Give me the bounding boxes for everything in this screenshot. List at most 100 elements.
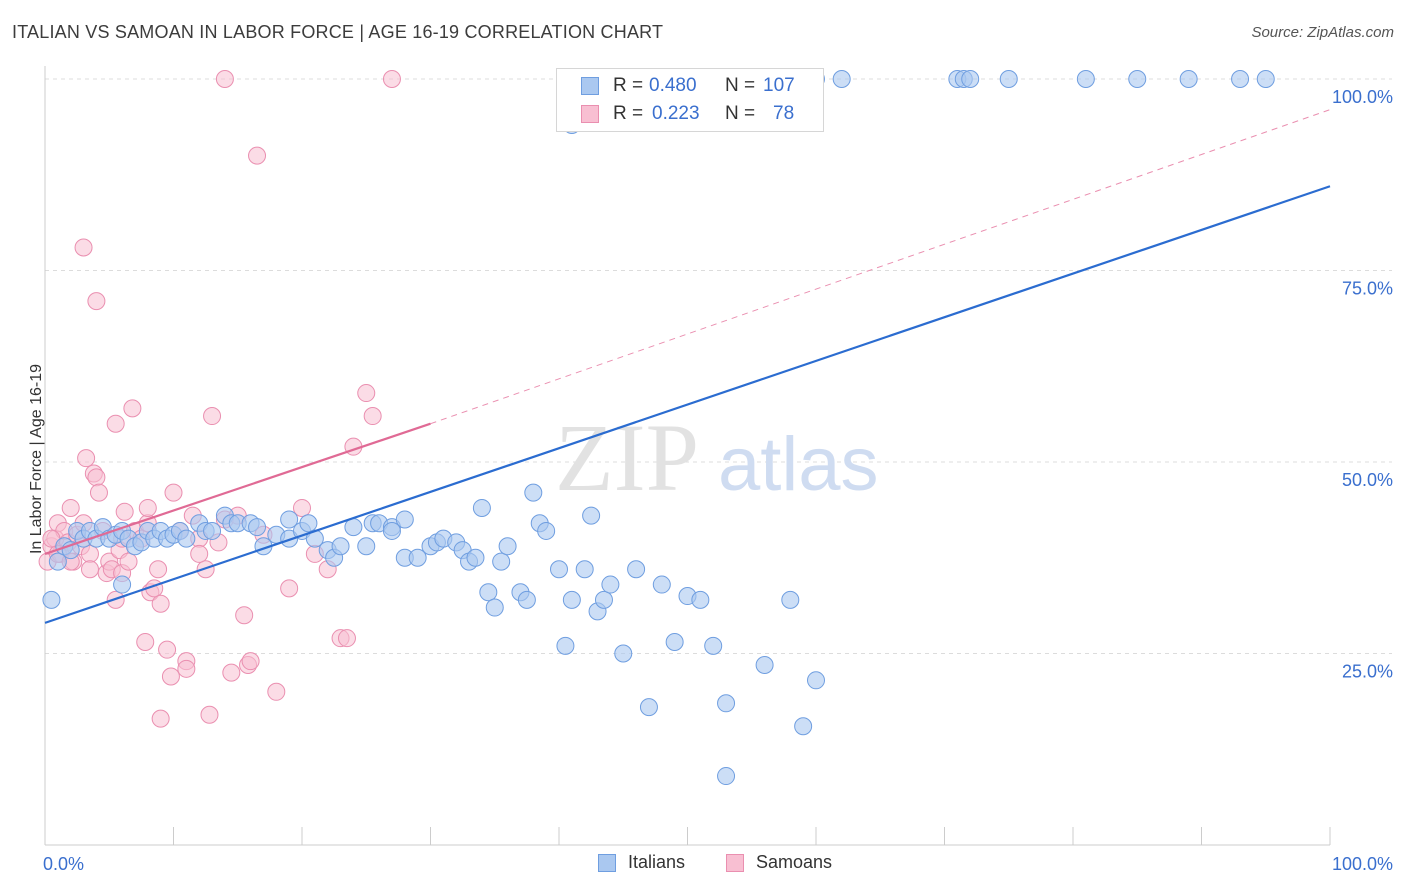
italian-point-39 (331, 537, 350, 556)
italian-point-59 (498, 537, 517, 556)
samoan-point-24 (115, 502, 134, 521)
italian-point-104 (1076, 70, 1095, 88)
italian-point-24 (203, 521, 222, 540)
italian-point-45 (395, 510, 414, 529)
samoans-swatch (581, 105, 599, 123)
watermark-zip: ZIP (555, 404, 699, 511)
legend-r-label: R = (613, 75, 644, 96)
tick-labels: 25.0% 50.0% 75.0% 100.0% 0.0% 100.0% (43, 87, 1393, 874)
italian-point-21 (177, 529, 196, 548)
bottom-italians-swatch (598, 854, 616, 872)
samoan-point-70 (177, 659, 196, 678)
italian-point-85 (794, 717, 813, 736)
italian-point-33 (280, 510, 299, 529)
samoans-r-value: 0.223 (652, 103, 700, 124)
bottom-italians-label: Italians (628, 852, 686, 872)
italians-trend-line (44, 185, 1331, 624)
y-axis-label-wrap: In Labor Force | Age 16-19 (12, 340, 45, 590)
italian-point-81 (717, 767, 736, 786)
samoan-point-36 (161, 667, 180, 686)
watermark-atlas: atlas (718, 422, 879, 507)
samoan-point-65 (87, 292, 106, 311)
italian-point-55 (472, 498, 491, 517)
italian-point-82 (717, 694, 736, 713)
legend-n-label: N = (725, 103, 756, 124)
legend: R = 0.480 N = 107 R = 0.223 N = 78 (556, 68, 824, 132)
italian-point-64 (537, 521, 556, 540)
italian-point-84 (781, 590, 800, 609)
italian-point-109 (113, 575, 132, 594)
italian-point-66 (556, 636, 575, 655)
samoans-trend-line (44, 422, 431, 555)
italian-point-102 (961, 70, 980, 88)
samoan-point-75 (80, 560, 99, 579)
italian-point-61 (517, 590, 536, 609)
samoan-point-77 (138, 498, 157, 517)
chart-title: ITALIAN VS SAMOAN IN LABOR FORCE | AGE 1… (12, 22, 664, 42)
samoan-point-47 (222, 663, 241, 682)
legend-r-label: R = (613, 103, 644, 124)
watermark: ZIP atlas (555, 404, 879, 511)
italian-point-57 (485, 598, 504, 617)
italian-point-47 (408, 548, 427, 567)
samoan-points (38, 70, 401, 728)
italian-point-110 (382, 521, 401, 540)
italian-point-74 (627, 560, 646, 579)
italian-point-99 (832, 70, 851, 88)
legend-row-italians: R = 0.480 N = 107 (557, 73, 823, 101)
samoan-point-64 (74, 238, 93, 257)
bottom-samoans-swatch (726, 854, 744, 872)
italian-point-54 (466, 548, 485, 567)
grid-lines (45, 78, 1392, 654)
italians-n-value: 107 (763, 75, 795, 96)
italian-point-103 (999, 70, 1018, 88)
samoan-point-43 (200, 705, 219, 724)
samoan-point-26 (123, 399, 142, 418)
italian-point-29 (248, 518, 267, 537)
x-tick-label-1: 100.0% (1332, 854, 1393, 874)
samoan-point-73 (190, 544, 209, 563)
samoan-point-7 (61, 498, 80, 517)
italian-point-65 (550, 560, 568, 579)
source-label: Source: ZipAtlas.com (1251, 24, 1394, 41)
italian-point-76 (652, 575, 671, 594)
italian-point-105 (1128, 70, 1147, 88)
italian-point-72 (601, 575, 620, 594)
italian-point-62 (524, 483, 543, 502)
samoan-point-68 (382, 70, 401, 88)
italian-point-67 (562, 590, 581, 609)
italians-swatch (581, 77, 599, 95)
italian-point-41 (357, 537, 376, 556)
samoan-point-49 (235, 606, 254, 625)
y-tick-label-1: 50.0% (1342, 470, 1393, 490)
trend-lines (44, 109, 1331, 624)
italian-point-86 (807, 671, 825, 690)
samoan-point-37 (164, 483, 183, 502)
italian-point-69 (582, 506, 601, 525)
italian-point-35 (299, 514, 318, 533)
italian-point-107 (1231, 70, 1250, 88)
samoan-point-66 (106, 414, 125, 433)
italian-point-68 (575, 560, 594, 579)
legend-row-samoans: R = 0.223 N = 78 (557, 101, 823, 129)
y-tick-label-0: 25.0% (1342, 662, 1393, 682)
italian-point-80 (704, 636, 723, 655)
italians-r-value: 0.480 (649, 75, 697, 96)
italian-point-1 (48, 552, 67, 571)
x-tick-label-0: 0.0% (43, 854, 84, 874)
y-tick-label-3: 100.0% (1332, 87, 1393, 107)
samoan-point-62 (357, 384, 376, 403)
italian-point-58 (492, 552, 511, 571)
samoan-point-51 (241, 652, 260, 671)
y-axis-label: In Labor Force | Age 16-19 (28, 363, 45, 555)
bottom-samoans-label: Samoans (756, 852, 833, 872)
italian-point-79 (691, 590, 710, 609)
samoan-point-35 (158, 640, 177, 659)
samoan-point-55 (280, 579, 299, 598)
samoan-point-54 (267, 682, 286, 701)
y-tick-label-2: 75.0% (1342, 279, 1393, 299)
italian-point-75 (639, 698, 658, 717)
samoan-point-13 (80, 544, 99, 563)
samoan-point-60 (337, 629, 356, 648)
samoan-point-63 (363, 407, 382, 426)
